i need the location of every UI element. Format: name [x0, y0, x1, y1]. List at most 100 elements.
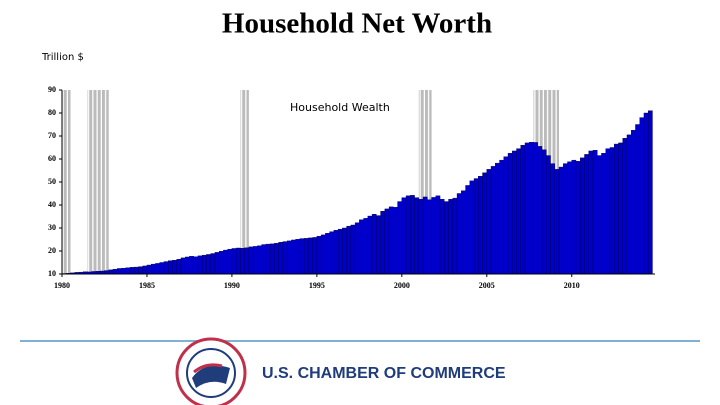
x-tick-label: 2005 — [479, 281, 495, 290]
bar — [218, 251, 224, 275]
bar — [516, 148, 521, 275]
bar — [533, 142, 538, 275]
bar — [350, 224, 356, 275]
bar — [142, 265, 148, 275]
bar — [214, 252, 220, 275]
y-tick-label: 30 — [48, 223, 56, 232]
bar — [112, 268, 118, 275]
bar — [444, 201, 449, 275]
bar — [342, 227, 347, 275]
plot-area: 10 20 30 40 50 60 70 80 90 1980 1985 1990 1995 2000 20… — [48, 85, 655, 290]
bar — [197, 255, 203, 275]
bar — [172, 260, 177, 275]
bar — [605, 148, 611, 275]
bar — [286, 240, 292, 275]
bar — [550, 163, 555, 275]
footer-org: U.S. CHAMBER OF COMMERCE — [262, 365, 506, 382]
bar — [337, 228, 343, 275]
bar — [134, 266, 139, 275]
bar — [354, 222, 360, 275]
bar — [584, 154, 589, 275]
bar — [622, 138, 628, 275]
y-axis-label: Trillion $ — [41, 52, 84, 63]
recession-band — [87, 90, 109, 274]
bar — [329, 231, 335, 275]
x-tick-label: 1990 — [224, 281, 240, 290]
bar — [163, 261, 169, 275]
x-tick-label: 2000 — [394, 281, 410, 290]
bar — [189, 256, 194, 275]
bar — [422, 196, 428, 275]
bar — [469, 180, 475, 275]
y-tick-label: 60 — [48, 154, 56, 163]
bar — [384, 208, 390, 275]
bar — [261, 244, 267, 275]
bar — [180, 257, 186, 275]
bar — [507, 153, 513, 275]
bar — [558, 166, 564, 275]
bar — [159, 262, 165, 275]
bar — [588, 150, 594, 275]
bar — [431, 197, 437, 275]
bar — [495, 162, 500, 275]
bar — [597, 155, 602, 275]
bar — [546, 155, 551, 275]
bar — [316, 236, 322, 275]
recession-band — [62, 90, 71, 274]
bar — [274, 242, 279, 275]
bar — [575, 161, 581, 275]
bar — [482, 172, 487, 275]
bar — [435, 195, 441, 275]
annotation: Household Wealth — [290, 101, 390, 114]
bar — [643, 112, 649, 275]
bar — [388, 206, 394, 275]
bar — [176, 259, 182, 275]
bar — [541, 149, 547, 275]
y-tick-label: 10 — [48, 269, 56, 278]
bar — [104, 270, 109, 275]
bar — [231, 248, 237, 275]
bar — [473, 178, 479, 275]
bar — [486, 169, 492, 275]
logo — [175, 337, 247, 405]
bar — [146, 264, 152, 275]
bar — [456, 193, 462, 275]
bar — [418, 199, 424, 275]
bar — [346, 225, 352, 275]
bar — [601, 153, 606, 275]
bar — [580, 157, 585, 275]
bar — [571, 159, 577, 275]
bar — [465, 185, 470, 275]
bar — [184, 256, 190, 275]
bar — [567, 161, 572, 275]
bar — [269, 243, 275, 275]
bar — [308, 237, 313, 275]
bar — [461, 190, 466, 275]
bar — [151, 263, 156, 275]
bar — [639, 117, 645, 275]
bar — [295, 239, 301, 275]
bar — [618, 142, 623, 275]
bar — [512, 150, 517, 275]
bar — [405, 195, 411, 275]
bar — [592, 150, 598, 275]
y-tick-label: 80 — [48, 108, 56, 117]
bar — [299, 238, 305, 275]
bar — [452, 197, 458, 275]
bar — [125, 267, 131, 275]
bar — [376, 215, 381, 275]
bar — [282, 241, 288, 275]
bar — [252, 246, 258, 275]
bar — [227, 248, 233, 275]
bar — [193, 256, 199, 275]
bar — [371, 213, 377, 275]
bar — [117, 268, 122, 275]
bar — [223, 249, 228, 275]
bar — [244, 247, 250, 275]
bar — [631, 130, 636, 275]
y-tick-label: 20 — [48, 246, 56, 255]
bar — [303, 238, 309, 275]
bar — [121, 268, 126, 275]
chart-title: Household Net Worth — [222, 8, 492, 40]
bar — [537, 146, 543, 275]
